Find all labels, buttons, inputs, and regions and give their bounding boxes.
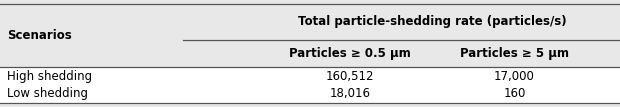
Text: 160: 160 <box>503 87 526 100</box>
Text: Low shedding: Low shedding <box>7 87 89 100</box>
Text: Particles ≥ 5 μm: Particles ≥ 5 μm <box>460 47 569 60</box>
Text: 18,016: 18,016 <box>330 87 371 100</box>
Text: High shedding: High shedding <box>7 70 92 83</box>
Text: Total particle-shedding rate (particles/s): Total particle-shedding rate (particles/… <box>298 15 567 28</box>
Text: Particles ≥ 0.5 μm: Particles ≥ 0.5 μm <box>290 47 411 60</box>
Bar <box>0 67 620 103</box>
Text: 17,000: 17,000 <box>494 70 535 83</box>
Text: 160,512: 160,512 <box>326 70 374 83</box>
Text: Scenarios: Scenarios <box>7 29 72 42</box>
